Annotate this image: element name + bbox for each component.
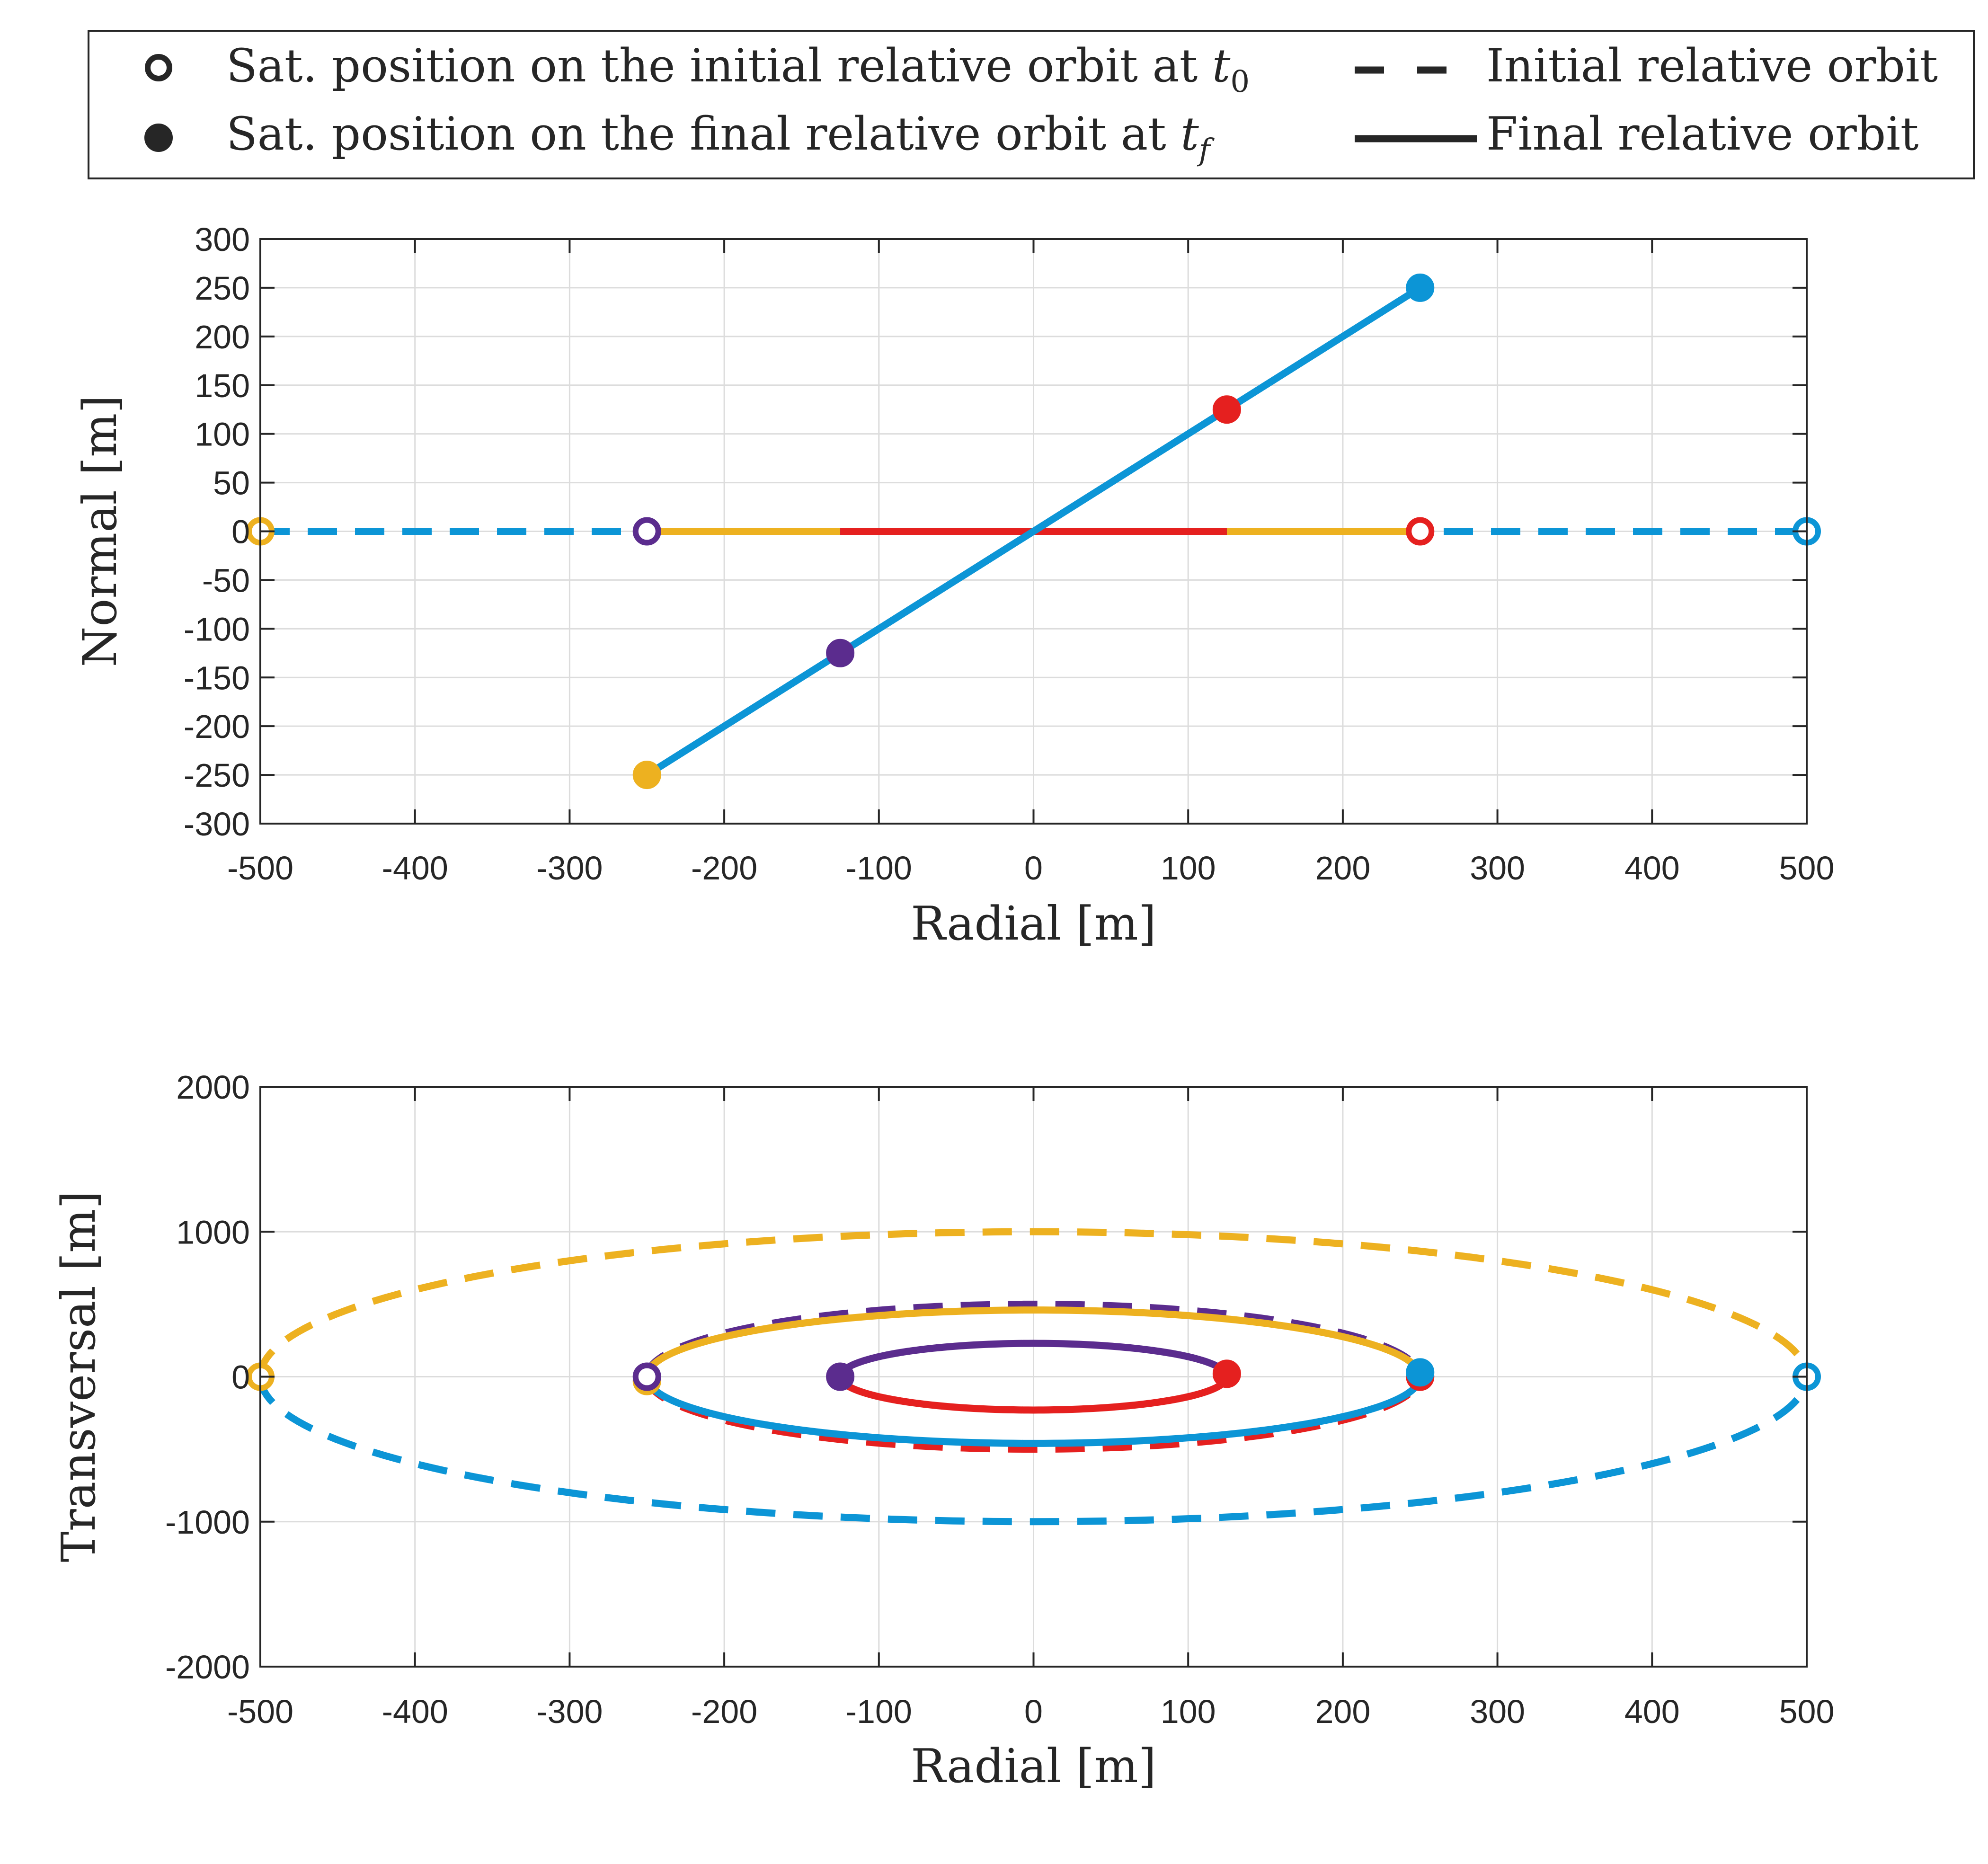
x-tick-label: -100 bbox=[846, 850, 912, 887]
marker-tf-purple bbox=[826, 639, 855, 667]
legend-box bbox=[88, 30, 1975, 179]
x-tick-label: -400 bbox=[382, 1693, 448, 1730]
y-tick-label: 1000 bbox=[176, 1214, 250, 1251]
y-tick-label: 50 bbox=[213, 465, 250, 502]
legend-text: Sat. position on the initial relative or… bbox=[226, 39, 1250, 99]
series-final-red bbox=[836, 1376, 1231, 1414]
y-tick-label: 300 bbox=[195, 221, 250, 258]
y-axis-label: Transversal [m] bbox=[52, 1191, 106, 1562]
y-tick-label: -100 bbox=[184, 611, 250, 648]
series-final-yellow bbox=[643, 1306, 1424, 1377]
y-tick-label: -50 bbox=[202, 562, 250, 599]
x-tick-label: -200 bbox=[691, 850, 757, 887]
marker-t0-purple bbox=[632, 1362, 661, 1391]
marker-tf-red bbox=[1212, 1359, 1241, 1388]
x-tick-label: -200 bbox=[691, 1693, 757, 1730]
y-tick-label: 250 bbox=[195, 270, 250, 307]
y-tick-label: -250 bbox=[184, 757, 250, 794]
x-tick-label: 500 bbox=[1779, 850, 1835, 887]
x-axis-label: Radial [m] bbox=[911, 1740, 1156, 1793]
legend-text: Final relative orbit bbox=[1486, 107, 1919, 160]
series-final-blue bbox=[643, 1376, 1424, 1447]
x-tick-label: 100 bbox=[1161, 850, 1216, 887]
x-tick-label: 200 bbox=[1315, 1693, 1371, 1730]
radial-normal-plot: -500 -400 -300 -200 -100 0 100 200 300 400 5003002… bbox=[73, 221, 1834, 951]
y-tick-label: -200 bbox=[184, 708, 250, 745]
x-tick-label: -300 bbox=[536, 850, 603, 887]
y-tick-label: -150 bbox=[184, 659, 250, 696]
marker-tf-yellow bbox=[632, 761, 661, 790]
legend: Sat. position on the initial relative or… bbox=[88, 30, 1975, 179]
x-tick-label: 400 bbox=[1624, 1693, 1680, 1730]
y-tick-label: 150 bbox=[195, 367, 250, 404]
y-tick-label: 100 bbox=[195, 416, 250, 453]
marker-t0-red bbox=[1406, 517, 1435, 546]
x-tick-label: -400 bbox=[382, 850, 448, 887]
marker-tf-purple bbox=[826, 1362, 855, 1391]
y-tick-label: 0 bbox=[231, 514, 250, 550]
x-tick-label: 0 bbox=[1024, 1693, 1043, 1730]
x-tick-label: 0 bbox=[1024, 850, 1043, 887]
legend-text: Initial relative orbit bbox=[1486, 39, 1938, 92]
x-tick-label: 300 bbox=[1470, 1693, 1525, 1730]
marker-tf-red bbox=[1212, 395, 1241, 424]
x-tick-label: 300 bbox=[1470, 850, 1525, 887]
x-tick-label: -300 bbox=[536, 1693, 603, 1730]
y-tick-label: -300 bbox=[184, 806, 250, 843]
plot-area bbox=[260, 284, 1807, 778]
x-tick-label: -500 bbox=[227, 1693, 293, 1730]
ticks: -500 -400 -300 -200 -100 0 100 200 300 400 5003002… bbox=[184, 221, 1835, 887]
series-final-blue bbox=[645, 284, 1422, 778]
legend-filled-circle-icon bbox=[144, 124, 173, 152]
series-final-purple bbox=[836, 1340, 1231, 1377]
x-tick-label: -100 bbox=[846, 1693, 912, 1730]
x-tick-label: -500 bbox=[227, 850, 293, 887]
x-axis-label: Radial [m] bbox=[911, 897, 1156, 951]
series-initial-yellow bbox=[260, 1228, 1807, 1377]
x-tick-label: 400 bbox=[1624, 850, 1680, 887]
y-tick-label: -1000 bbox=[165, 1504, 250, 1541]
legend-text: Sat. position on the final relative orbi… bbox=[226, 107, 1215, 168]
marker-tf-blue bbox=[1406, 273, 1435, 302]
series-initial-blue bbox=[260, 1376, 1807, 1526]
grid bbox=[260, 1087, 1807, 1667]
x-tick-label: 100 bbox=[1161, 1693, 1216, 1730]
y-axis-label: Normal [m] bbox=[73, 395, 127, 667]
x-tick-label: 500 bbox=[1779, 1693, 1835, 1730]
y-tick-label: 0 bbox=[231, 1359, 250, 1396]
marker-tf-blue bbox=[1406, 1358, 1435, 1387]
ticks: -500 -400 -300 -200 -100 0 100 200 300 400 5002000… bbox=[165, 1069, 1834, 1730]
y-tick-label: 2000 bbox=[176, 1069, 250, 1106]
marker-t0-purple bbox=[632, 517, 661, 546]
plot-area bbox=[260, 1228, 1807, 1526]
x-tick-label: 200 bbox=[1315, 850, 1371, 887]
legend-open-circle-icon bbox=[145, 54, 172, 81]
y-tick-label: 200 bbox=[195, 319, 250, 355]
radial-transversal-plot: -500 -400 -300 -200 -100 0 100 200 300 400 5002000… bbox=[52, 1069, 1834, 1793]
y-tick-label: -2000 bbox=[165, 1649, 250, 1686]
